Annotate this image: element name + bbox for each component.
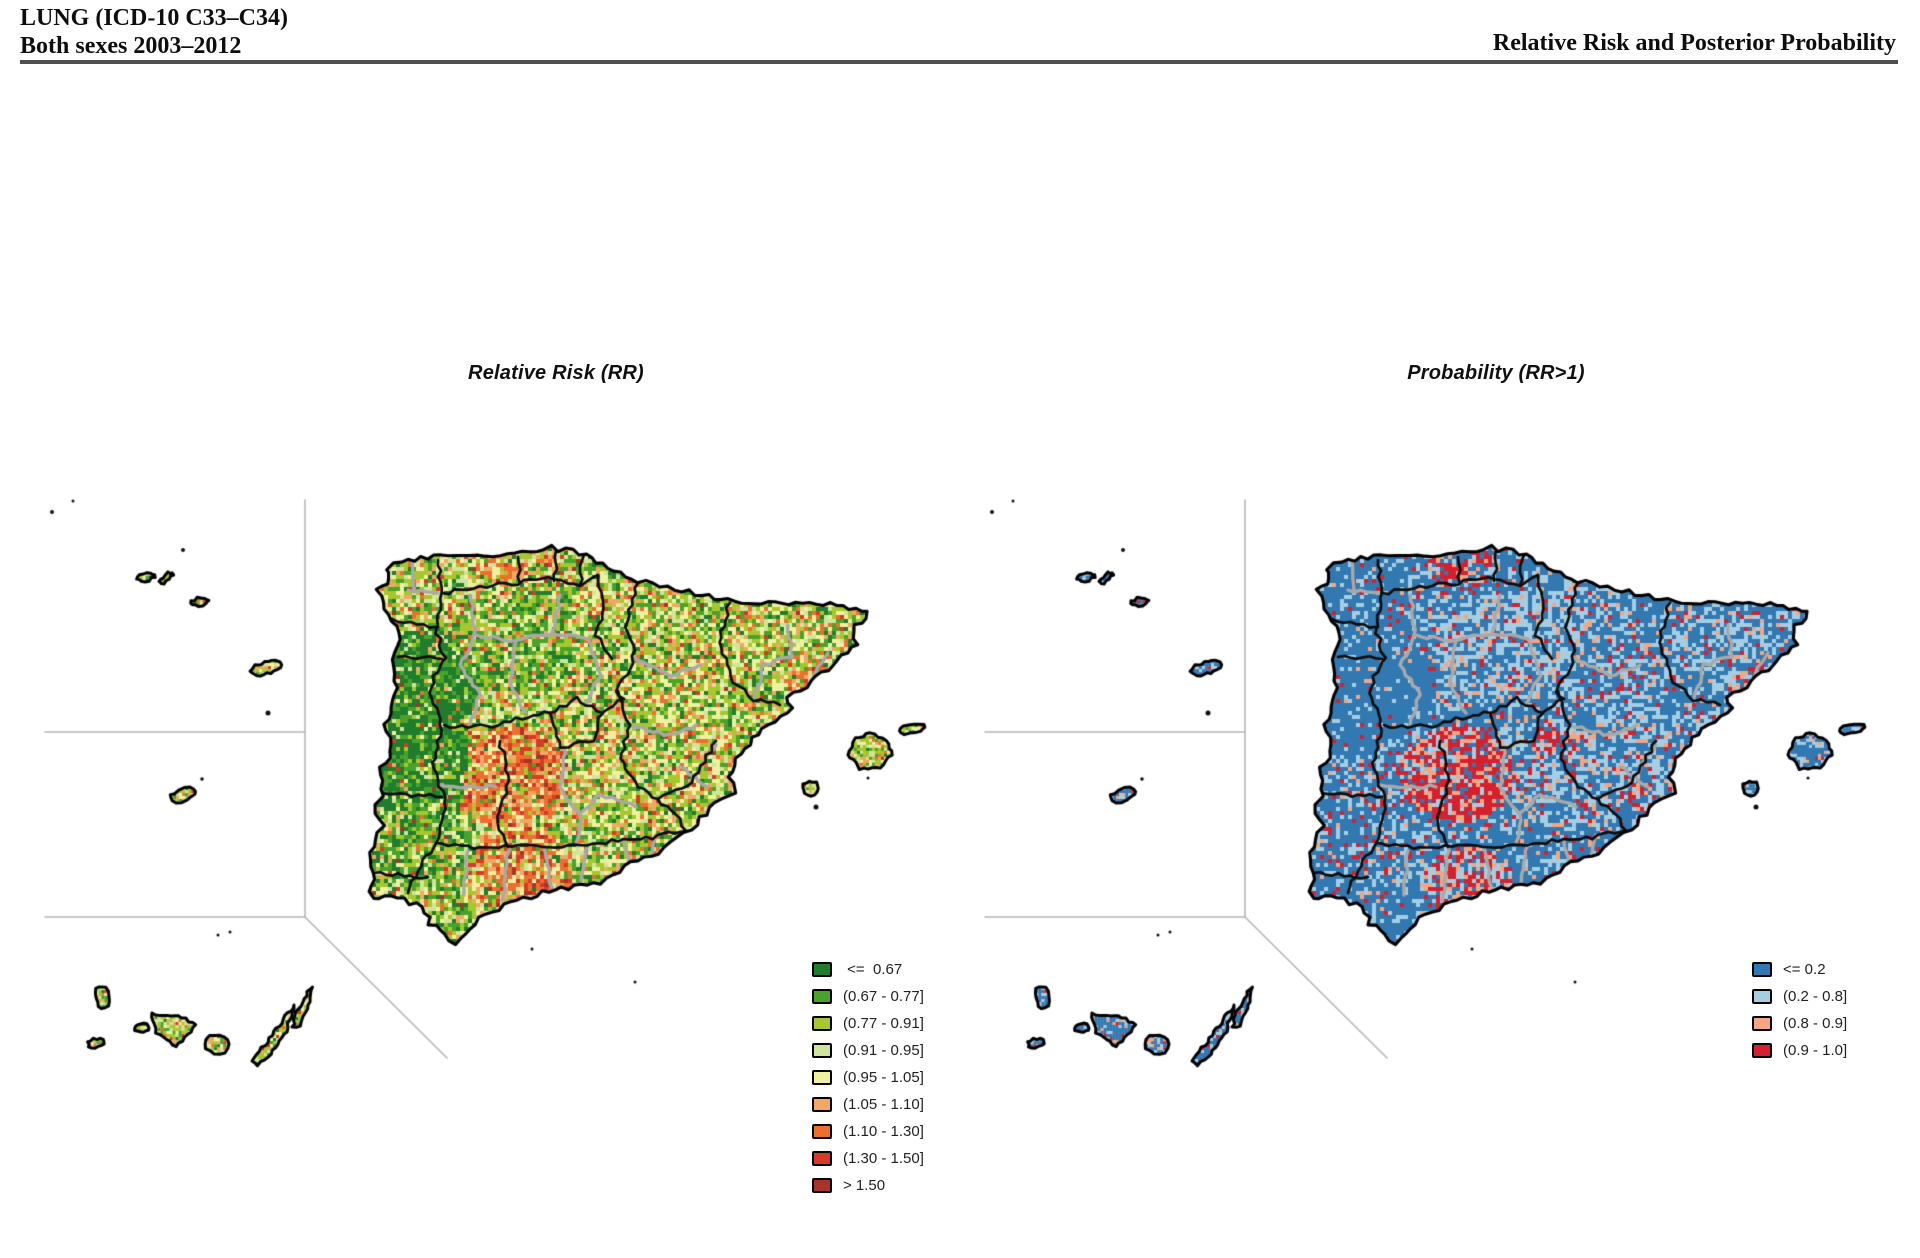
legend-label: (0.9 - 1.0] bbox=[1783, 1042, 1848, 1059]
legend-row: (0.77 - 0.91] bbox=[812, 1010, 924, 1037]
legend-row: <= 0.2 bbox=[1752, 956, 1847, 983]
legend-row: (0.67 - 0.77] bbox=[812, 983, 924, 1010]
posterior-probability-legend: <= 0.2 (0.2 - 0.8] (0.8 - 0.9] (0.9 - 1.0] bbox=[1752, 956, 1847, 1064]
relative-risk-map-panel: Relative Risk (RR) <= 0.67 (0.67 - 0.77] (… bbox=[40, 350, 980, 1250]
legend-label: > 1.50 bbox=[843, 1177, 886, 1194]
page-right-title: Relative Risk and Posterior Probability bbox=[1492, 30, 1896, 56]
legend-label: (0.2 - 0.8] bbox=[1783, 988, 1848, 1005]
legend-swatch bbox=[812, 1151, 832, 1166]
header-block: LUNG (ICD-10 C33–C34) Both sexes 2003–20… bbox=[20, 4, 288, 60]
legend-label: (0.8 - 0.9] bbox=[1783, 1015, 1848, 1032]
legend-row: (0.8 - 0.9] bbox=[1752, 1010, 1847, 1037]
legend-swatch bbox=[812, 989, 832, 1004]
legend-swatch bbox=[812, 1124, 832, 1139]
legend-swatch bbox=[812, 1070, 832, 1085]
legend-swatch bbox=[812, 962, 832, 977]
legend-label: (1.10 - 1.30] bbox=[843, 1123, 924, 1140]
legend-swatch bbox=[812, 1097, 832, 1112]
legend-row: > 1.50 bbox=[812, 1172, 924, 1199]
legend-swatch bbox=[812, 1178, 832, 1193]
legend-row: (1.10 - 1.30] bbox=[812, 1118, 924, 1145]
legend-label: <= 0.67 bbox=[843, 961, 903, 978]
legend-row: (0.91 - 0.95] bbox=[812, 1037, 924, 1064]
posterior-probability-map-title: Probability (RR>1) bbox=[1407, 362, 1585, 384]
legend-label: (1.05 - 1.10] bbox=[843, 1096, 924, 1113]
header-rule bbox=[20, 60, 1898, 64]
legend-row: (0.9 - 1.0] bbox=[1752, 1037, 1847, 1064]
legend-swatch bbox=[1752, 1016, 1772, 1031]
legend-row: (0.95 - 1.05] bbox=[812, 1064, 924, 1091]
legend-label: (0.77 - 0.91] bbox=[843, 1015, 924, 1032]
posterior-probability-choropleth bbox=[980, 395, 1920, 1245]
legend-label: (1.30 - 1.50] bbox=[843, 1150, 924, 1167]
legend-row: (1.05 - 1.10] bbox=[812, 1091, 924, 1118]
legend-swatch bbox=[1752, 962, 1772, 977]
posterior-probability-map-panel: Probability (RR>1) <= 0.2 (0.2 - 0.8] (0.8… bbox=[980, 350, 1920, 1250]
legend-label: (0.95 - 1.05] bbox=[843, 1069, 924, 1086]
legend-swatch bbox=[1752, 989, 1772, 1004]
relative-risk-legend: <= 0.67 (0.67 - 0.77] (0.77 - 0.91] (0.91 -… bbox=[812, 956, 924, 1199]
legend-swatch bbox=[812, 1016, 832, 1031]
page-title: LUNG (ICD-10 C33–C34) bbox=[20, 5, 288, 31]
legend-swatch bbox=[812, 1043, 832, 1058]
legend-row: <= 0.67 bbox=[812, 956, 924, 983]
legend-row: (0.2 - 0.8] bbox=[1752, 983, 1847, 1010]
page-subtitle: Both sexes 2003–2012 bbox=[20, 33, 242, 59]
legend-swatch bbox=[1752, 1043, 1772, 1058]
legend-label: (0.91 - 0.95] bbox=[843, 1042, 924, 1059]
legend-label: <= 0.2 bbox=[1783, 961, 1826, 978]
legend-label: (0.67 - 0.77] bbox=[843, 988, 924, 1005]
relative-risk-map-title: Relative Risk (RR) bbox=[468, 362, 644, 384]
legend-row: (1.30 - 1.50] bbox=[812, 1145, 924, 1172]
